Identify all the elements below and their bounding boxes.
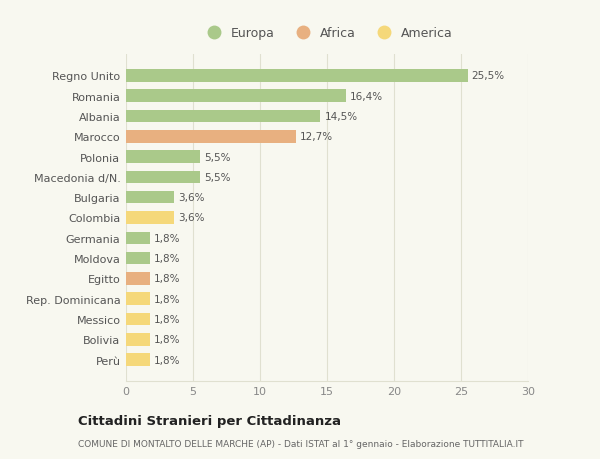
Bar <box>126 313 150 325</box>
Text: 1,8%: 1,8% <box>154 233 181 243</box>
Text: 25,5%: 25,5% <box>472 71 505 81</box>
Text: 1,8%: 1,8% <box>154 274 181 284</box>
Bar <box>126 293 150 305</box>
Text: 1,8%: 1,8% <box>154 294 181 304</box>
Bar <box>126 353 150 366</box>
Text: 1,8%: 1,8% <box>154 355 181 365</box>
Bar <box>126 171 200 184</box>
Bar <box>126 232 150 245</box>
Text: Cittadini Stranieri per Cittadinanza: Cittadini Stranieri per Cittadinanza <box>78 414 341 428</box>
Bar <box>126 111 320 123</box>
Text: 12,7%: 12,7% <box>300 132 334 142</box>
Text: 16,4%: 16,4% <box>350 91 383 101</box>
Text: 3,6%: 3,6% <box>178 193 205 203</box>
Text: 14,5%: 14,5% <box>325 112 358 122</box>
Text: 5,5%: 5,5% <box>204 173 230 183</box>
Bar <box>126 191 174 204</box>
Text: 5,5%: 5,5% <box>204 152 230 162</box>
Bar <box>126 212 174 224</box>
Text: 1,8%: 1,8% <box>154 253 181 263</box>
Bar <box>126 131 296 143</box>
Bar <box>126 151 200 163</box>
Legend: Europa, Africa, America: Europa, Africa, America <box>196 22 458 45</box>
Bar <box>126 252 150 265</box>
Bar <box>126 333 150 346</box>
Bar <box>126 273 150 285</box>
Text: 1,8%: 1,8% <box>154 335 181 345</box>
Bar <box>126 70 468 83</box>
Bar <box>126 90 346 103</box>
Text: 1,8%: 1,8% <box>154 314 181 325</box>
Text: 3,6%: 3,6% <box>178 213 205 223</box>
Text: COMUNE DI MONTALTO DELLE MARCHE (AP) - Dati ISTAT al 1° gennaio - Elaborazione T: COMUNE DI MONTALTO DELLE MARCHE (AP) - D… <box>78 439 523 448</box>
